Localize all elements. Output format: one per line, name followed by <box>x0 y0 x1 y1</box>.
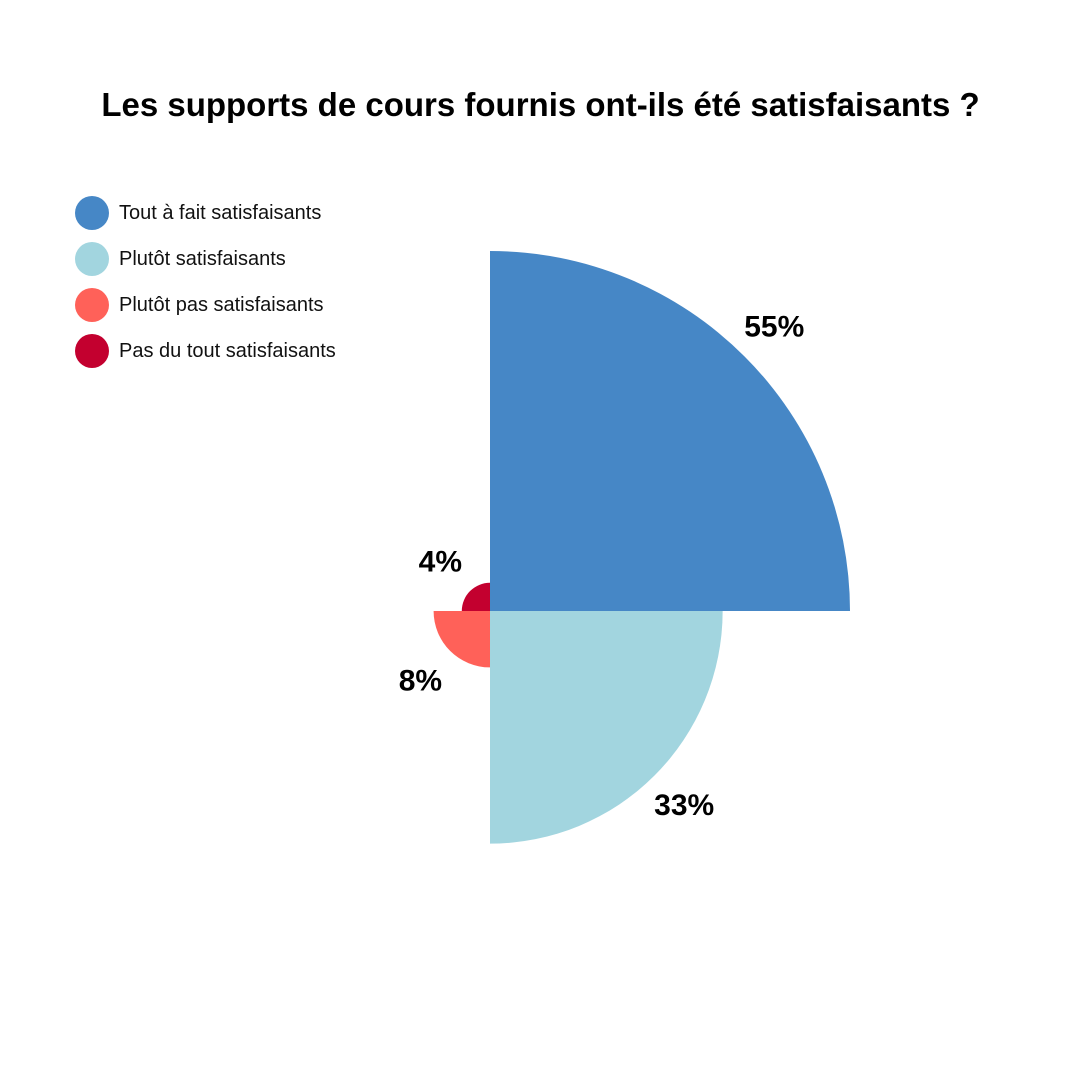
legend-swatch <box>75 288 109 322</box>
legend-item: Pas du tout satisfaisants <box>75 328 336 374</box>
legend-label: Plutôt pas satisfaisants <box>119 293 324 316</box>
legend-label: Pas du tout satisfaisants <box>119 339 336 362</box>
legend-item: Plutôt pas satisfaisants <box>75 282 336 328</box>
legend-label: Tout à fait satisfaisants <box>119 201 322 224</box>
chart-title: Les supports de cours fournis ont-ils ét… <box>101 86 980 123</box>
legend-swatch <box>75 242 109 276</box>
data-label: 8% <box>399 665 442 698</box>
legend-swatch <box>75 196 109 230</box>
slice-4 <box>461 582 490 611</box>
legend-item: Tout à fait satisfaisants <box>75 190 336 236</box>
data-label: 33% <box>654 789 714 822</box>
legend: Tout à fait satisfaisants Plutôt satisfa… <box>75 190 336 374</box>
slice-2 <box>490 611 723 844</box>
legend-item: Plutôt satisfaisants <box>75 236 336 282</box>
slice-3 <box>433 611 490 668</box>
legend-swatch <box>75 334 109 368</box>
data-label: 55% <box>744 311 804 344</box>
data-label: 4% <box>419 545 462 578</box>
slice-1 <box>490 251 850 611</box>
legend-label: Plutôt satisfaisants <box>119 247 286 270</box>
